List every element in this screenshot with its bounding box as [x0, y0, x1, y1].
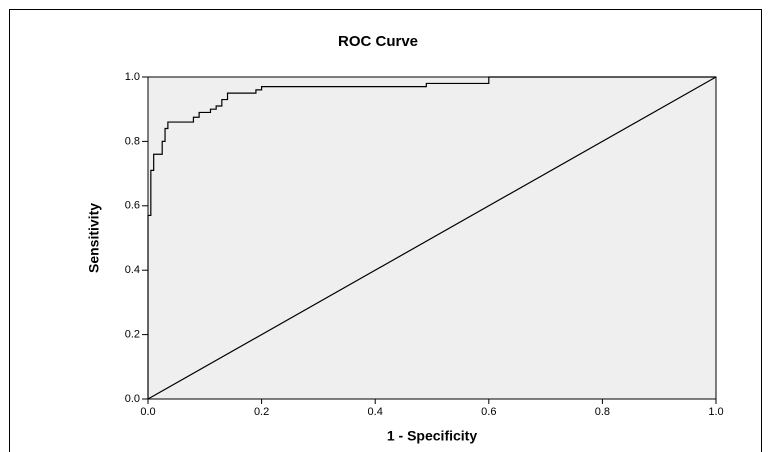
x-axis-label: 1 - Specificity [387, 428, 477, 444]
y-tick-label: 0.2 [125, 329, 140, 341]
y-tick-label: 0.6 [125, 200, 140, 212]
chart-title: ROC Curve [338, 33, 418, 50]
x-tick-label: 0.2 [254, 406, 269, 418]
roc-line [147, 76, 717, 400]
frame [9, 9, 762, 452]
y-tick-label: 0.8 [125, 135, 140, 147]
x-tick-label: 0.0 [140, 406, 155, 418]
x-tick-label: 1.0 [708, 406, 723, 418]
x-tick-label: 0.4 [368, 406, 383, 418]
x-tick-label: 0.8 [595, 406, 610, 418]
x-tick-label: 0.6 [481, 406, 496, 418]
y-tick-label: 0.0 [125, 393, 140, 405]
y-axis-label: Sensitivity [86, 203, 102, 273]
y-tick-label: 1.0 [125, 71, 140, 83]
roc-line [147, 76, 716, 399]
y-tick-label: 0.4 [125, 264, 140, 276]
